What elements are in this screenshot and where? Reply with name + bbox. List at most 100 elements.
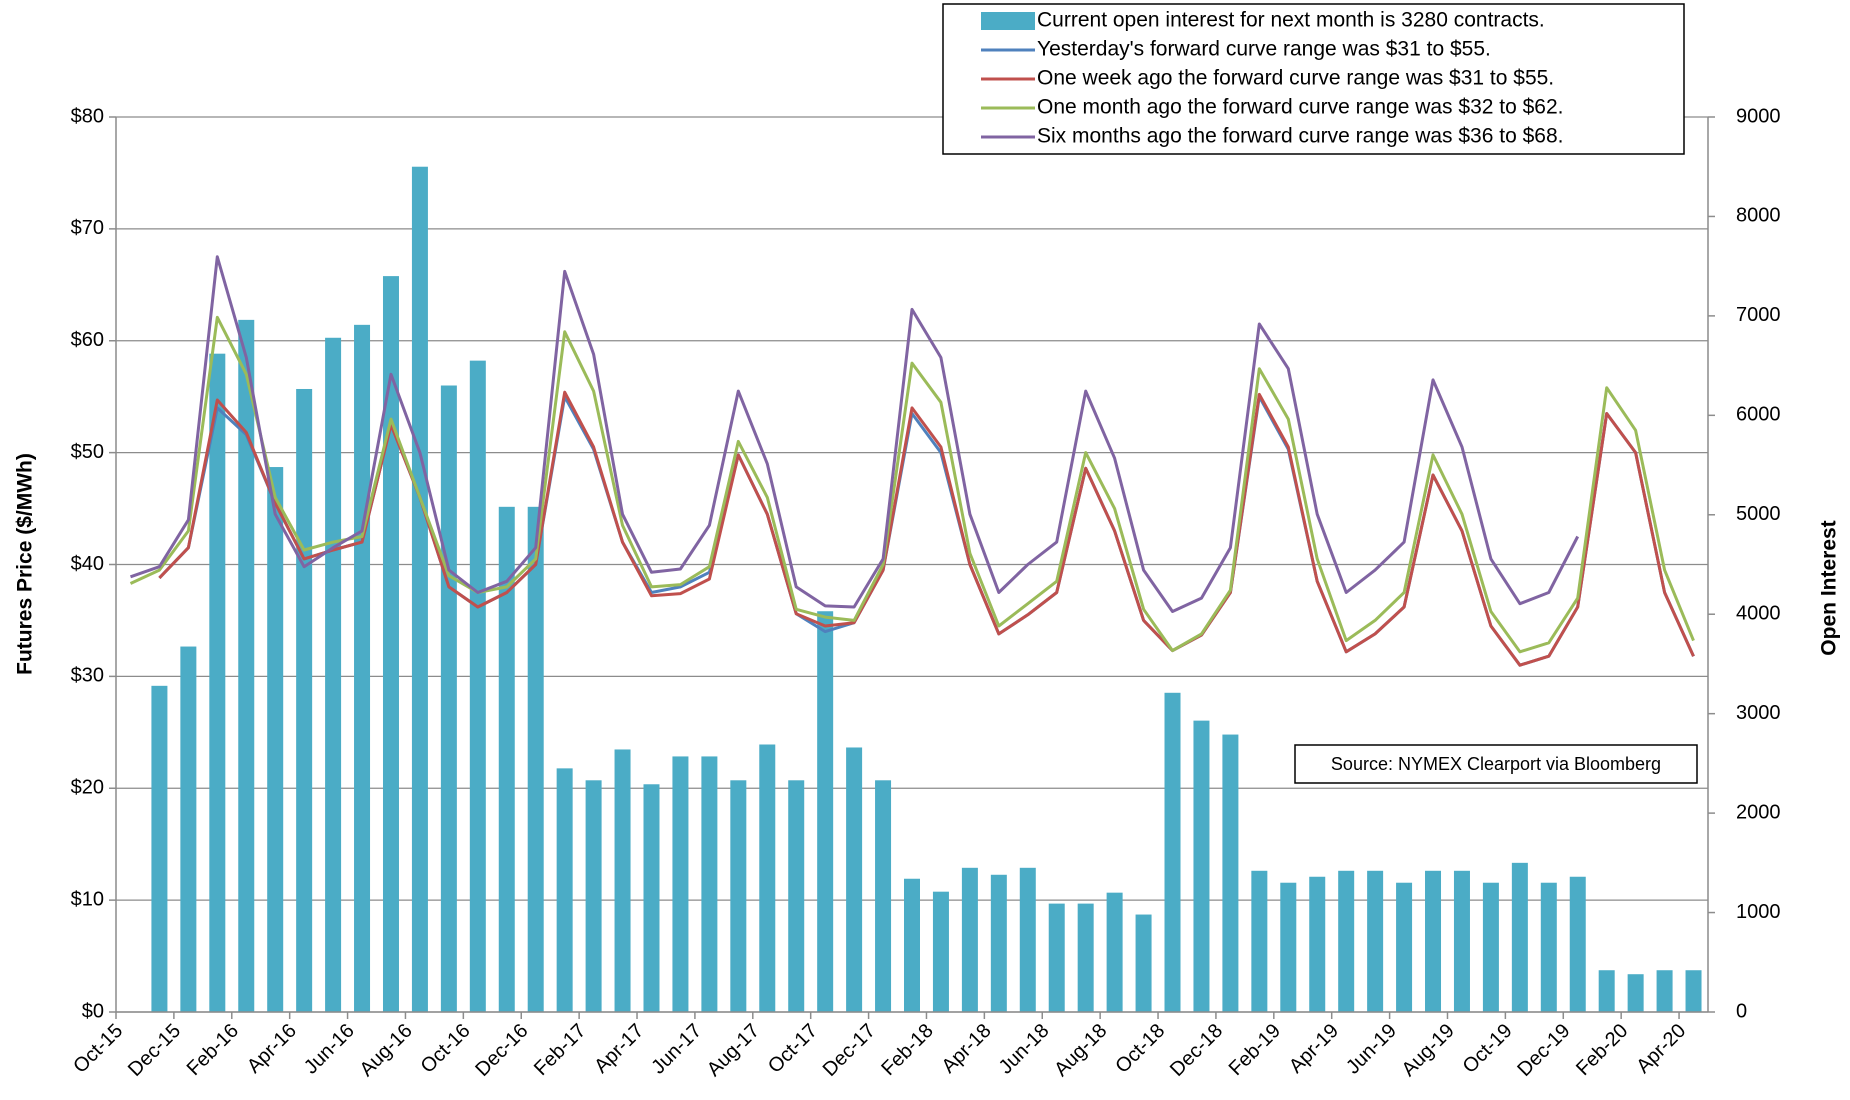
- bar: [759, 744, 776, 1012]
- x-tick-label: Oct-18: [1111, 1020, 1169, 1078]
- x-tick-label: Dec-15: [124, 1020, 185, 1081]
- x-tick-label: Jun-16: [300, 1020, 359, 1079]
- bar: [1280, 882, 1297, 1012]
- bar: [788, 780, 805, 1012]
- y2-tick-label: 0: [1736, 1000, 1747, 1022]
- bar: [1222, 734, 1239, 1012]
- y2-tick-label: 1000: [1736, 901, 1781, 923]
- bar: [1367, 870, 1384, 1012]
- bar: [1164, 692, 1181, 1012]
- x-tick-label: Apr-18: [938, 1020, 996, 1078]
- bar: [238, 319, 255, 1012]
- x-tick-label: Aug-19: [1398, 1020, 1459, 1081]
- y2-tick-label: 4000: [1736, 603, 1781, 625]
- legend-label: One month ago the forward curve range wa…: [1037, 96, 1564, 119]
- bar: [1309, 876, 1326, 1012]
- bar: [585, 780, 602, 1012]
- y-tick-label: $70: [71, 217, 104, 239]
- bar: [1598, 970, 1615, 1012]
- y-tick-label: $60: [71, 329, 104, 351]
- bar: [209, 353, 226, 1013]
- bar: [1077, 903, 1094, 1012]
- y-tick-label: $20: [71, 777, 104, 799]
- bar: [1511, 862, 1528, 1012]
- legend-label: Current open interest for next month is …: [1037, 9, 1545, 32]
- x-tick-label: Oct-15: [69, 1020, 127, 1078]
- bar: [961, 867, 978, 1012]
- bar: [1656, 970, 1673, 1012]
- y-tick-label: $80: [71, 105, 104, 127]
- x-tick-label: Feb-18: [877, 1020, 937, 1080]
- legend-label: One week ago the forward curve range was…: [1037, 67, 1554, 90]
- line-series: [129, 315, 1695, 654]
- legend-box: [942, 3, 1685, 155]
- bar: [527, 506, 544, 1012]
- bar: [267, 467, 284, 1012]
- bar: [440, 385, 457, 1012]
- bar: [151, 685, 168, 1012]
- y2-tick-label: 8000: [1736, 205, 1781, 227]
- bar: [932, 891, 949, 1012]
- bar: [1396, 882, 1413, 1012]
- legend-label: Six months ago the forward curve range w…: [1037, 125, 1563, 148]
- bar: [411, 166, 428, 1012]
- bar: [1627, 974, 1644, 1012]
- y-tick-label: $40: [71, 553, 104, 575]
- bar: [296, 388, 313, 1012]
- bar: [1569, 876, 1586, 1012]
- y2-tick-label: 7000: [1736, 304, 1781, 326]
- x-tick-label: Dec-18: [1166, 1020, 1227, 1081]
- y2-tick-label: 5000: [1736, 503, 1781, 525]
- bar: [875, 780, 892, 1012]
- x-tick-label: Feb-19: [1225, 1020, 1285, 1080]
- y2-tick-label: 3000: [1736, 702, 1781, 724]
- x-tick-label: Dec-16: [471, 1020, 532, 1081]
- x-tick-label: Aug-18: [1050, 1020, 1111, 1081]
- bar: [1048, 903, 1065, 1012]
- bar: [354, 324, 371, 1013]
- source-note: Source: NYMEX Clearport via Bloomberg: [1331, 754, 1661, 774]
- x-tick-label: Dec-19: [1513, 1020, 1574, 1081]
- x-tick-label: Oct-19: [1459, 1020, 1517, 1078]
- y2-tick-label: 6000: [1736, 404, 1781, 426]
- x-tick-label: Jun-17: [647, 1020, 706, 1079]
- y2-tick-label: 9000: [1736, 105, 1781, 127]
- x-tick-label: Aug-16: [356, 1020, 417, 1081]
- bar: [1540, 882, 1557, 1012]
- bar: [180, 646, 197, 1012]
- bar: [1135, 914, 1152, 1012]
- bar: [817, 611, 834, 1012]
- bar: [701, 756, 718, 1012]
- y-axis-title: Futures Price ($/MWh): [14, 453, 37, 675]
- bar: [730, 780, 747, 1012]
- bar: [614, 749, 631, 1012]
- bar: [672, 756, 689, 1012]
- bar: [1338, 870, 1355, 1012]
- x-tick-label: Apr-16: [243, 1020, 301, 1078]
- legend-label: Yesterday's forward curve range was $31 …: [1037, 38, 1491, 61]
- bar: [1425, 870, 1442, 1012]
- y-tick-label: $50: [71, 441, 104, 463]
- bar: [498, 506, 515, 1012]
- x-tick-label: Apr-19: [1285, 1020, 1343, 1078]
- x-tick-label: Apr-20: [1632, 1020, 1690, 1078]
- y2-axis-title: Open Interest: [1818, 520, 1841, 655]
- x-tick-label: Oct-17: [764, 1020, 822, 1078]
- bar: [1019, 867, 1036, 1012]
- bar: [325, 337, 342, 1012]
- y-tick-label: $30: [71, 665, 104, 687]
- line-series: [130, 255, 1580, 613]
- bar: [469, 360, 486, 1012]
- bar: [382, 276, 399, 1013]
- legend-swatch: [981, 12, 1035, 30]
- bar: [1251, 870, 1268, 1012]
- bar: [1482, 882, 1499, 1012]
- bar: [904, 878, 920, 1012]
- bar: [556, 768, 573, 1012]
- bar: [990, 874, 1007, 1012]
- bar: [846, 747, 863, 1012]
- bar: [1106, 892, 1123, 1012]
- x-tick-label: Aug-17: [703, 1020, 764, 1081]
